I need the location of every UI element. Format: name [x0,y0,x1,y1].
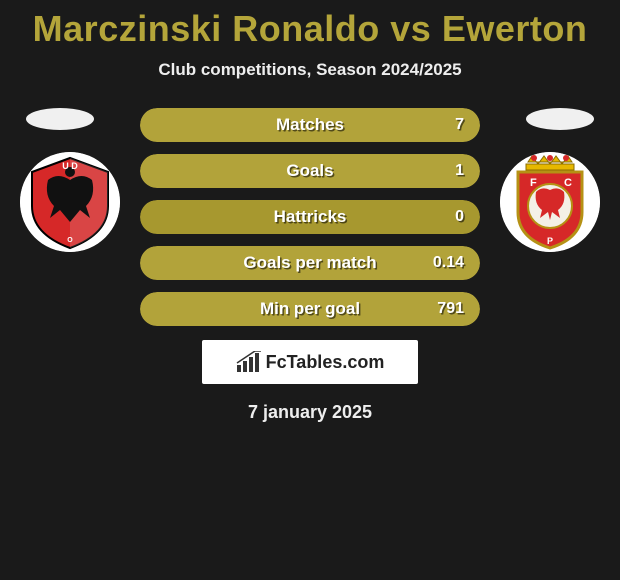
crest-left-svg: U D O [20,152,120,252]
stat-value: 791 [437,300,464,318]
player2-ellipse [526,108,594,130]
comparison-stage: U D O F C P Matches 7 Goals 1 [0,108,620,326]
title-player1: Marczinski Ronaldo [33,8,380,49]
watermark: FcTables.com [202,340,418,384]
snapshot-date: 7 january 2025 [0,402,620,423]
subtitle: Club competitions, Season 2024/2025 [0,60,620,80]
watermark-text: FcTables.com [266,352,385,373]
stat-bar-goals-per-match: Goals per match 0.14 [140,246,480,280]
title-connector: vs [390,8,431,49]
svg-text:C: C [564,177,572,189]
stat-bar-matches: Matches 7 [140,108,480,142]
chart-icon [236,351,262,373]
stat-bar-min-per-goal: Min per goal 791 [140,292,480,326]
svg-text:F: F [530,177,537,189]
player1-ellipse [26,108,94,130]
svg-text:O: O [67,237,73,244]
stat-label: Goals per match [243,253,376,273]
stat-label: Goals [286,161,333,181]
stat-value: 7 [455,116,464,134]
stat-bar-goals: Goals 1 [140,154,480,188]
stat-value: 1 [455,162,464,180]
page-title: Marczinski Ronaldo vs Ewerton [0,0,620,50]
player2-club-crest: F C P [500,152,600,252]
player1-club-crest: U D O [20,152,120,252]
title-player2: Ewerton [442,8,588,49]
stat-label: Hattricks [274,207,347,227]
stats-bars: Matches 7 Goals 1 Hattricks 0 Goals per … [140,108,480,326]
stat-label: Min per goal [260,299,360,319]
crest-right-svg: F C P [500,152,600,252]
svg-text:U D: U D [62,161,78,171]
stat-bar-hattricks: Hattricks 0 [140,200,480,234]
stat-value: 0.14 [433,254,464,272]
stat-value: 0 [455,208,464,226]
svg-text:P: P [547,236,553,246]
stat-label: Matches [276,115,344,135]
